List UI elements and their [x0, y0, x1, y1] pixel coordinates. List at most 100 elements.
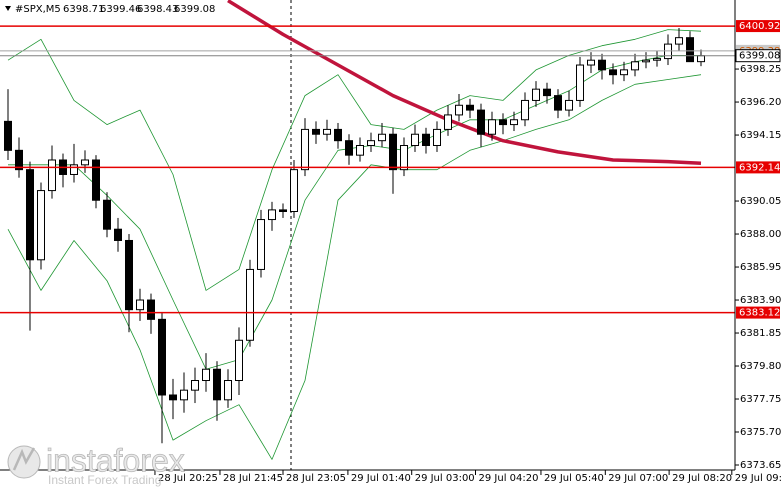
- level-label: 6400.92: [739, 21, 780, 32]
- candle-body: [422, 133, 431, 147]
- y-tick-label: 6379.80: [740, 361, 781, 372]
- candle-body: [444, 114, 453, 130]
- y-tick-label: 6396.20: [740, 97, 781, 108]
- bid-label: 6399.08: [739, 51, 780, 62]
- y-tick-label: 6385.95: [740, 262, 781, 273]
- x-tick-label: 28 Jul 21:45: [223, 473, 283, 484]
- candle-body: [455, 104, 464, 116]
- candle-body: [499, 119, 508, 126]
- candle-body: [69, 164, 78, 175]
- candle-body: [224, 380, 233, 401]
- x-tick-label: 28 Jul 23:05: [286, 473, 346, 484]
- candle-body: [675, 37, 684, 45]
- candle-body: [113, 228, 122, 241]
- candle-body: [169, 394, 178, 401]
- candle-body: [191, 380, 200, 391]
- watermark: instaforex Instant Forex Trading: [7, 442, 185, 487]
- band-middle: [8, 55, 701, 370]
- candle-body: [477, 109, 486, 135]
- candle-body: [3, 120, 12, 151]
- x-tick-label: 29 Jul 01:40: [351, 473, 411, 484]
- y-tick-label: 6373.65: [740, 460, 781, 471]
- candle-body: [378, 133, 387, 142]
- level-label-box: [736, 306, 780, 319]
- candle-body: [268, 209, 277, 221]
- candle-body: [400, 145, 409, 171]
- x-tick-label: 29 Jul 04:20: [479, 473, 539, 484]
- candle-body: [290, 169, 299, 212]
- y-tick-label: 6394.15: [740, 130, 781, 141]
- candle-body: [609, 69, 618, 76]
- header-high: 6399.46: [100, 4, 141, 15]
- candle-body: [466, 104, 475, 111]
- header-low: 6398.43: [137, 4, 178, 15]
- candle-body: [356, 145, 365, 156]
- x-tick-label: 28 Jul 20:25: [158, 473, 218, 484]
- watermark-tagline: Instant Forex Trading: [48, 473, 161, 487]
- candle-body: [389, 133, 398, 171]
- candle-body: [257, 219, 266, 270]
- x-tick-label: 29 Jul 08:20: [672, 473, 732, 484]
- candle-body: [488, 119, 497, 135]
- candle-body: [521, 99, 530, 121]
- y-tick-label: 6375.70: [740, 427, 781, 438]
- band-lower: [7, 74, 702, 460]
- level-label-box: [736, 20, 780, 33]
- level-label: 6383.12: [739, 308, 780, 319]
- candle-body: [631, 61, 640, 71]
- candle-body: [323, 128, 332, 135]
- candle-body: [642, 59, 651, 63]
- x-tick-label: 29 Jul 09:40: [735, 473, 781, 484]
- candle-body: [124, 239, 133, 311]
- candle-body: [25, 169, 34, 261]
- candle-body: [202, 368, 211, 382]
- header: #SPX,M5 6398.71 6399.46 6398.43 6399.08: [15, 4, 215, 15]
- moving-average: [227, 0, 702, 165]
- candle-body: [279, 209, 288, 213]
- candle-body: [36, 190, 45, 261]
- x-tick-label: 29 Jul 05:40: [544, 473, 604, 484]
- y-tick-label: 6377.75: [740, 394, 781, 405]
- plot-area: [0, 0, 735, 470]
- candle-body: [102, 199, 111, 230]
- candle-body: [587, 59, 596, 66]
- symbol: #SPX,M5: [15, 4, 61, 15]
- candle-body: [235, 339, 244, 382]
- candle-body: [576, 64, 585, 101]
- level-label: 6392.14: [739, 162, 780, 173]
- watermark-logo-mark: [12, 447, 36, 471]
- candle-body: [157, 318, 166, 396]
- y-tick-label: 6390.05: [740, 196, 781, 207]
- candle-body: [367, 140, 376, 147]
- candle-body: [180, 389, 189, 401]
- candle-body: [554, 95, 563, 111]
- candle-body: [510, 119, 519, 126]
- candle-body: [598, 59, 607, 71]
- watermark-logo: [7, 445, 41, 479]
- candle-body: [565, 99, 574, 111]
- candle-body: [411, 133, 420, 147]
- candle-body: [246, 268, 255, 341]
- candle-body: [686, 37, 695, 63]
- level-label-box: [736, 161, 780, 174]
- candle-body: [433, 128, 442, 147]
- y-tick-label: 6381.85: [740, 328, 781, 339]
- candle-body: [14, 149, 23, 171]
- y-tick-label: 6398.25: [740, 64, 781, 75]
- candle-body: [146, 299, 155, 320]
- candle-body: [345, 140, 354, 156]
- x-tick-label: 29 Jul 03:00: [415, 473, 475, 484]
- y-tick-label: 6383.90: [740, 295, 781, 306]
- candle-body: [80, 159, 89, 166]
- watermark-brand: instaforex: [46, 442, 185, 478]
- candle-body: [47, 159, 56, 192]
- candle-body: [697, 55, 706, 63]
- bid-label-box: [735, 49, 781, 63]
- candle-body: [532, 88, 541, 101]
- candle-body: [301, 128, 310, 171]
- candle-body: [213, 368, 222, 401]
- candle-body: [653, 58, 662, 61]
- candle-body: [334, 128, 343, 142]
